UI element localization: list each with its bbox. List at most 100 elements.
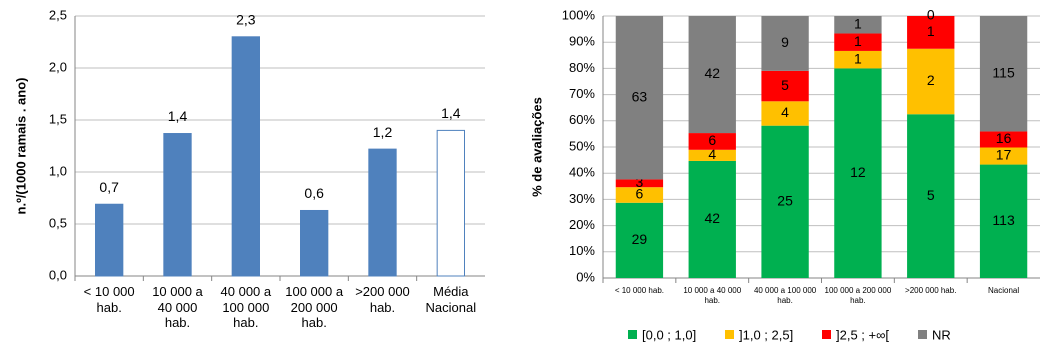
y-tick-label: 80% [569,60,595,75]
x-tick-label: < 10 000 hab. [614,286,664,295]
segment-label: 63 [632,88,648,104]
x-tick-label: Nacional [988,286,1020,295]
y-tick-label: 1,0 [49,163,67,178]
bar-segment [979,164,1028,278]
x-tick-label: >200 000 hab. [355,284,410,315]
y-tick-label: 30% [569,191,595,206]
segment-label: 5 [927,187,935,203]
segment-label: 0 [927,7,935,23]
y-axis-label: % de avaliações [529,97,544,197]
bar-segment [907,114,955,278]
bar-segment [834,50,882,69]
segment-label: 5 [781,77,789,93]
bar-segment [615,179,664,188]
x-tick-label: 10 000 a 40 000 hab. [683,286,742,305]
segment-label: 16 [996,130,1012,146]
bar-segment [907,48,955,115]
y-tick-label: 2,5 [49,7,67,22]
legend-swatch [725,330,734,339]
value-label: 0,7 [99,179,119,195]
bar [368,148,397,277]
x-tick-label: 40 000 a 100 000 hab. [753,286,817,305]
y-tick-label: 90% [569,34,595,49]
segment-label: 1 [854,15,862,31]
legend-label: [0,0 ; 1,0] [642,327,696,342]
bar-segment [615,202,664,278]
y-tick-label: 70% [569,86,595,101]
segment-label: 113 [992,212,1015,228]
segment-label: 12 [850,164,866,180]
segment-label: 42 [704,65,720,81]
bar-segment [907,16,955,49]
x-tick-label: Média Nacional [425,284,477,315]
segment-label: 17 [996,147,1012,163]
bar-segment [761,125,809,279]
bar-segment [834,68,882,279]
legend-swatch [918,330,927,339]
value-label: 1,4 [441,105,461,121]
legend-label: ]2,5 ; +∞[ [836,327,889,342]
segment-label: 115 [992,64,1015,80]
legend-label: ]1,0 ; 2,5] [739,327,793,342]
legend-swatch [628,330,637,339]
bar-segment [761,101,809,126]
segment-label: 2 [927,72,935,88]
bar-segment [688,160,736,278]
bar-segment [615,187,664,203]
bar-segment [979,131,1028,148]
y-tick-label: 100% [562,7,596,22]
segment-label: 1 [854,50,862,66]
segment-label: 6 [636,186,644,202]
bar-segment [615,16,664,180]
y-tick-label: 60% [569,112,595,127]
bar-segment [688,133,736,150]
bar-segment [834,16,882,34]
segment-label: 1 [927,23,935,39]
x-tick-label: 10 000 a 40 000 hab. [152,284,203,331]
bar [95,203,124,277]
segment-label: 6 [708,132,716,148]
x-tick-label: 100 000 a 200 000 hab. [285,284,344,331]
y-tick-label: 20% [569,217,595,232]
value-label: 1,2 [373,124,393,140]
bar-segment [834,33,882,51]
y-tick-label: 40% [569,165,595,180]
y-tick-label: 1,5 [49,111,67,126]
legend-swatch [822,330,831,339]
y-tick-label: 2,0 [49,59,67,74]
y-tick-label: 0% [576,269,595,284]
bar-segment [761,70,809,102]
bar [300,209,329,277]
segment-label: 42 [704,210,720,226]
bar-segment [688,149,736,161]
x-tick-label: < 10 000 hab. [83,284,135,315]
segment-label: 4 [781,104,789,120]
bar [231,36,261,277]
y-tick-label: 0,5 [49,215,67,230]
segment-label: 29 [632,231,648,247]
y-tick-label: 0,0 [49,267,67,282]
segment-label: 1 [854,33,862,49]
bar-segment [979,147,1028,165]
bar-segment [761,16,809,71]
y-tick-label: 50% [569,138,595,153]
x-tick-label: 100 000 a 200 000 hab. [824,286,892,305]
segment-label: 4 [708,146,716,162]
x-tick-label: >200 000 hab. [905,286,957,295]
y-tick-label: 10% [569,243,595,258]
bar-segment [979,16,1028,132]
bar [436,129,465,277]
value-label: 2,3 [236,12,256,28]
bar-segment [688,16,736,134]
segment-label: 9 [781,34,789,50]
bar [163,133,192,277]
value-label: 1,4 [168,108,188,124]
x-tick-label: 40 000 a 100 000 hab. [220,284,272,331]
legend-label: NR [932,327,951,342]
segment-label: 3 [636,174,644,190]
segment-label: 25 [777,193,793,209]
y-axis-label: n.º/(1000 ramais . ano) [13,78,28,215]
value-label: 0,6 [304,185,324,201]
